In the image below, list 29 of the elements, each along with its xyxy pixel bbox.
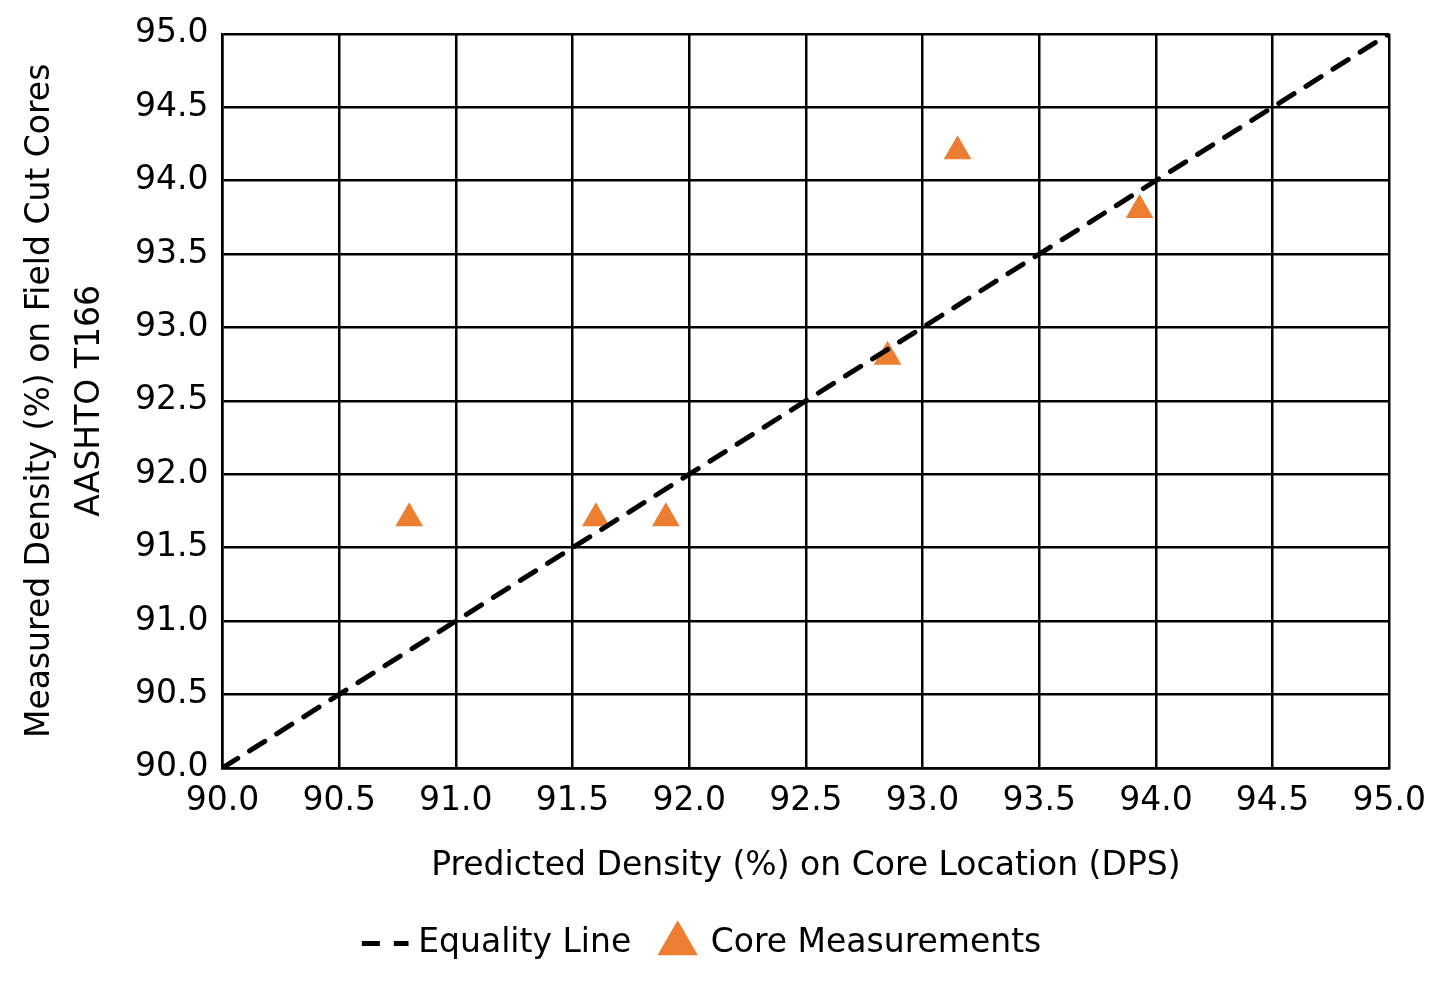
y-tick-label: 91.5 (134, 525, 209, 565)
point (652, 502, 680, 527)
legend-label: Equality Line (418, 921, 632, 961)
y-tick-label: 90.5 (134, 672, 209, 712)
x-tick-label: 90.5 (302, 779, 376, 819)
y-tick-label: 92.5 (134, 378, 209, 418)
x-tick-label: 92.0 (652, 779, 726, 819)
x-tick-label: 94.5 (1235, 779, 1310, 819)
y-tick-label: 94.5 (134, 84, 209, 124)
y-tick-label: 93.0 (134, 305, 209, 345)
y-axis-title: Measured Density (%) on Field Cut Cores AASHTO T166 (18, 63, 107, 739)
y-tick-label: 91.0 (134, 598, 209, 638)
y-tick-label: 94.0 (134, 158, 209, 198)
y-tick-label: 95.0 (134, 11, 209, 51)
y-tick-label: 93.5 (134, 231, 209, 271)
x-tick-label: 92.5 (769, 779, 843, 819)
point (943, 135, 972, 160)
x-tick-label: 95.0 (1352, 779, 1426, 819)
x-tick-label: 93.5 (1002, 779, 1076, 819)
legend-label: Core Measurements (710, 921, 1042, 961)
x-tick-label: 91.0 (419, 779, 493, 819)
x-tick-label: 94.0 (1119, 779, 1193, 819)
point (395, 502, 424, 527)
x-axis-title: Predicted Density (%) on Core Location (DPS) (431, 843, 1181, 883)
x-tick-label: 91.5 (535, 779, 610, 819)
point (581, 502, 610, 527)
point (1125, 193, 1154, 218)
y-tick-label: 92.0 (134, 451, 209, 491)
x-tick-label: 93.0 (885, 779, 960, 819)
